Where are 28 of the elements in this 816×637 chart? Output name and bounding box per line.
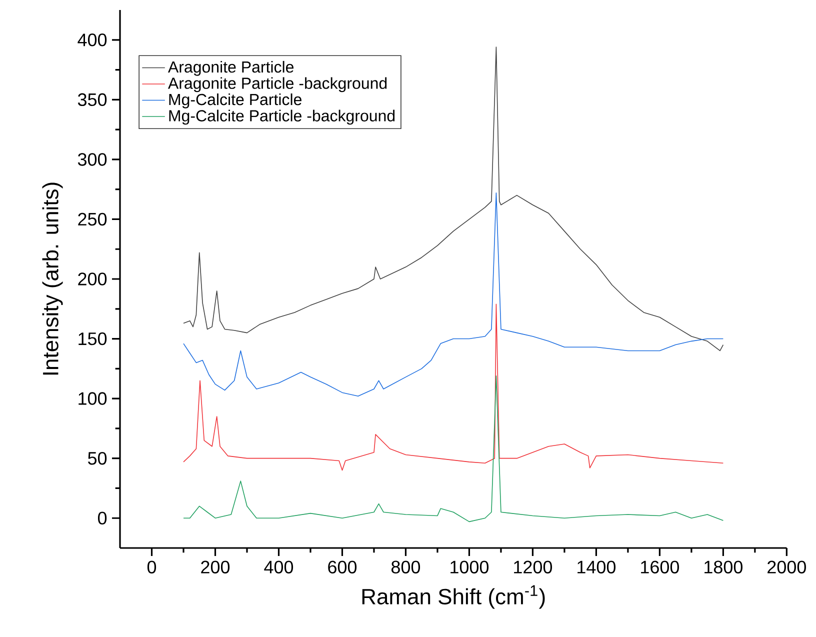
y-tick-label: 250 [78,212,107,226]
x-tick-label: 1600 [641,560,679,574]
x-tick-label: 2000 [768,560,806,574]
y-tick-label: 100 [78,392,107,405]
x-tick-label: 1800 [704,560,742,574]
x-tick-label: 1200 [514,560,552,574]
x-tick-label: 600 [328,560,357,574]
x-tick-label: 400 [264,560,294,574]
y-tick-label: 400 [78,34,107,46]
y-tick-label: 350 [78,93,107,106]
x-tick-label: 200 [201,560,230,574]
legend-label: Aragonite Particle -background [168,77,387,92]
y-tick-label: 200 [78,272,107,286]
legend-label: Mg-Calcite Particle -background [169,110,395,125]
line-series [183,192,724,397]
line-series [183,375,724,522]
legend-label: Mg-Calcite Particle [169,93,302,108]
y-axis-title: Intensity (arb. units) [42,182,63,375]
y-tick-label: 150 [78,332,107,346]
x-tick-label: 800 [391,560,420,574]
x-axis-title: Raman Shift (cm$^{-1}$) [362,585,545,609]
y-tick-label: 50 [88,452,107,465]
x-tick-label: 1000 [450,560,489,574]
legend-label: Aragonite Particle [168,60,294,76]
x-tick-label: 0 [147,560,156,574]
x-tick-label: 1400 [578,560,616,574]
y-tick-label: 300 [78,153,107,166]
y-tick-label: 0 [98,512,107,524]
